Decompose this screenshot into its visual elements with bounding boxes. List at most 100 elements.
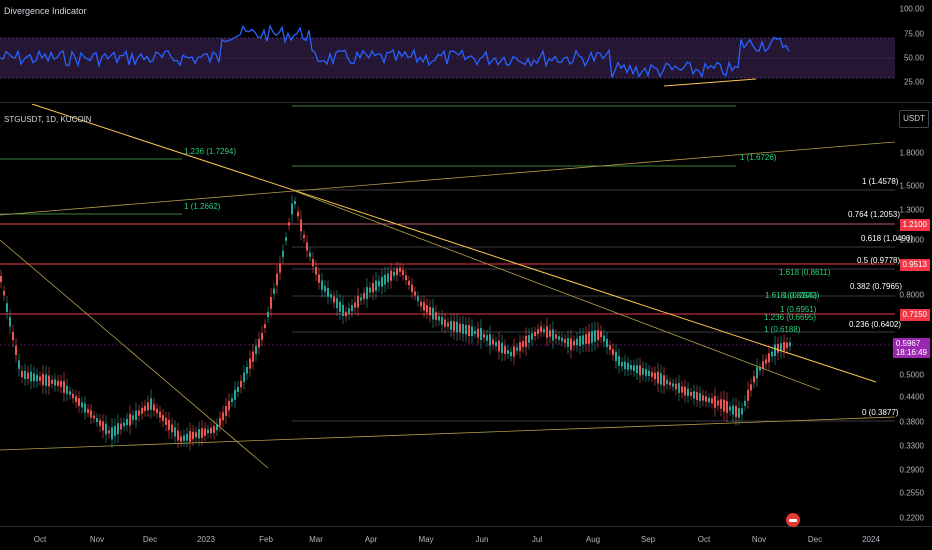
currency-unit-button[interactable]: USDT [899, 110, 929, 128]
candle-body [468, 325, 470, 336]
candle-body [459, 323, 461, 333]
candle-body [606, 338, 608, 347]
candle-body [297, 211, 299, 217]
candle-body [738, 408, 740, 418]
candle-body [30, 371, 32, 382]
candle-body [561, 337, 563, 342]
candle-body [15, 345, 17, 355]
candle-body [33, 373, 35, 382]
fib-level-label: 0 (0.3877) [862, 408, 899, 417]
candle-body [576, 338, 578, 346]
candle-body [42, 373, 44, 386]
candle-body [183, 435, 185, 441]
candle-body [96, 418, 98, 422]
time-tick: May [418, 535, 434, 544]
candle-body [213, 426, 215, 434]
candle-body [381, 276, 383, 287]
candle-body [699, 393, 701, 401]
candle-body [72, 393, 74, 399]
candle-body [150, 398, 152, 410]
candle-body [234, 389, 236, 400]
price-badge: 0.9513 [899, 259, 930, 271]
candle-body [273, 288, 275, 294]
candle-body [435, 312, 437, 320]
candle-body [363, 293, 365, 299]
oscillator-pane[interactable] [0, 0, 895, 102]
candle-body [318, 274, 320, 283]
candle-body [591, 331, 593, 343]
candle-body [108, 430, 110, 434]
candle-body [642, 368, 644, 375]
candle-body [303, 234, 305, 239]
candle-body [60, 380, 62, 388]
candle-body [48, 375, 50, 387]
oscillator-axis[interactable]: 100.00 75.00 50.00 25.00 [895, 0, 932, 102]
candle-body [138, 410, 140, 416]
fib-level-label: 1 (0.7543) [783, 291, 820, 300]
oscillator-plot [0, 24, 895, 87]
fib-level-label: 1.618 (0.8105) [765, 291, 818, 300]
candle-body [618, 356, 620, 366]
candle-body [429, 307, 431, 316]
candle-body [471, 326, 473, 337]
candle-body [399, 267, 401, 272]
candle-body [327, 287, 329, 297]
candle-body [258, 338, 260, 348]
candle-body [360, 297, 362, 301]
candle-body [231, 398, 233, 403]
candle-body [69, 391, 71, 395]
candle-body [0, 275, 2, 283]
candle-body [693, 391, 695, 399]
candle-body [651, 372, 653, 377]
candle-body [9, 317, 11, 327]
price-tick: 0.2550 [899, 488, 924, 498]
candle-body [774, 344, 776, 356]
price-tick: 1.5000 [899, 181, 924, 191]
candle-body [351, 305, 353, 312]
candle-body [570, 338, 572, 350]
fib-level-label: 1.618 (0.8611) [779, 268, 831, 277]
candle-body [690, 392, 692, 396]
candle-body [309, 252, 311, 257]
candle-body [396, 268, 398, 276]
candle-body [636, 365, 638, 374]
candle-body [387, 273, 389, 282]
price-pane[interactable] [0, 104, 895, 524]
candle-body [726, 401, 728, 413]
fib-level-label: 0.5 (0.9778) [857, 256, 901, 265]
price-tick: 0.3300 [899, 441, 924, 451]
candle-body [438, 316, 440, 321]
candle-body [447, 322, 449, 327]
candle-body [504, 346, 506, 354]
candle-body [759, 367, 761, 371]
candle-body [24, 370, 26, 379]
candle-body [645, 368, 647, 376]
candle-body [756, 367, 758, 379]
time-tick: Oct [33, 535, 47, 544]
candle-body [63, 381, 65, 393]
candle-body [222, 412, 224, 421]
candle-body [687, 388, 689, 397]
candle-body [348, 308, 350, 314]
fib-level-label: 1.236 (1.7294) [184, 147, 237, 156]
candle-body [210, 427, 212, 434]
candle-body [765, 359, 767, 364]
candle-body [672, 383, 674, 387]
candle-body [162, 415, 164, 421]
candle-body [186, 433, 188, 441]
candle-body [300, 219, 302, 232]
symbol-title: STGUSDT, 1D, KUCOIN [4, 115, 92, 124]
candle-body [654, 372, 656, 380]
price-axis[interactable]: 1.8000 1.5000 1.3000 1.1000 0.8000 0.500… [895, 104, 932, 524]
candle-body [390, 270, 392, 281]
candle-body [393, 271, 395, 276]
pane-separator[interactable] [0, 102, 932, 103]
candle-body [783, 342, 785, 351]
flag-icon[interactable] [786, 513, 800, 527]
candle-body [27, 372, 29, 379]
candle-body [330, 294, 332, 298]
candle-body [252, 351, 254, 362]
candle-body [747, 389, 749, 401]
candle-body [543, 329, 545, 332]
time-tick: Jun [475, 535, 489, 544]
